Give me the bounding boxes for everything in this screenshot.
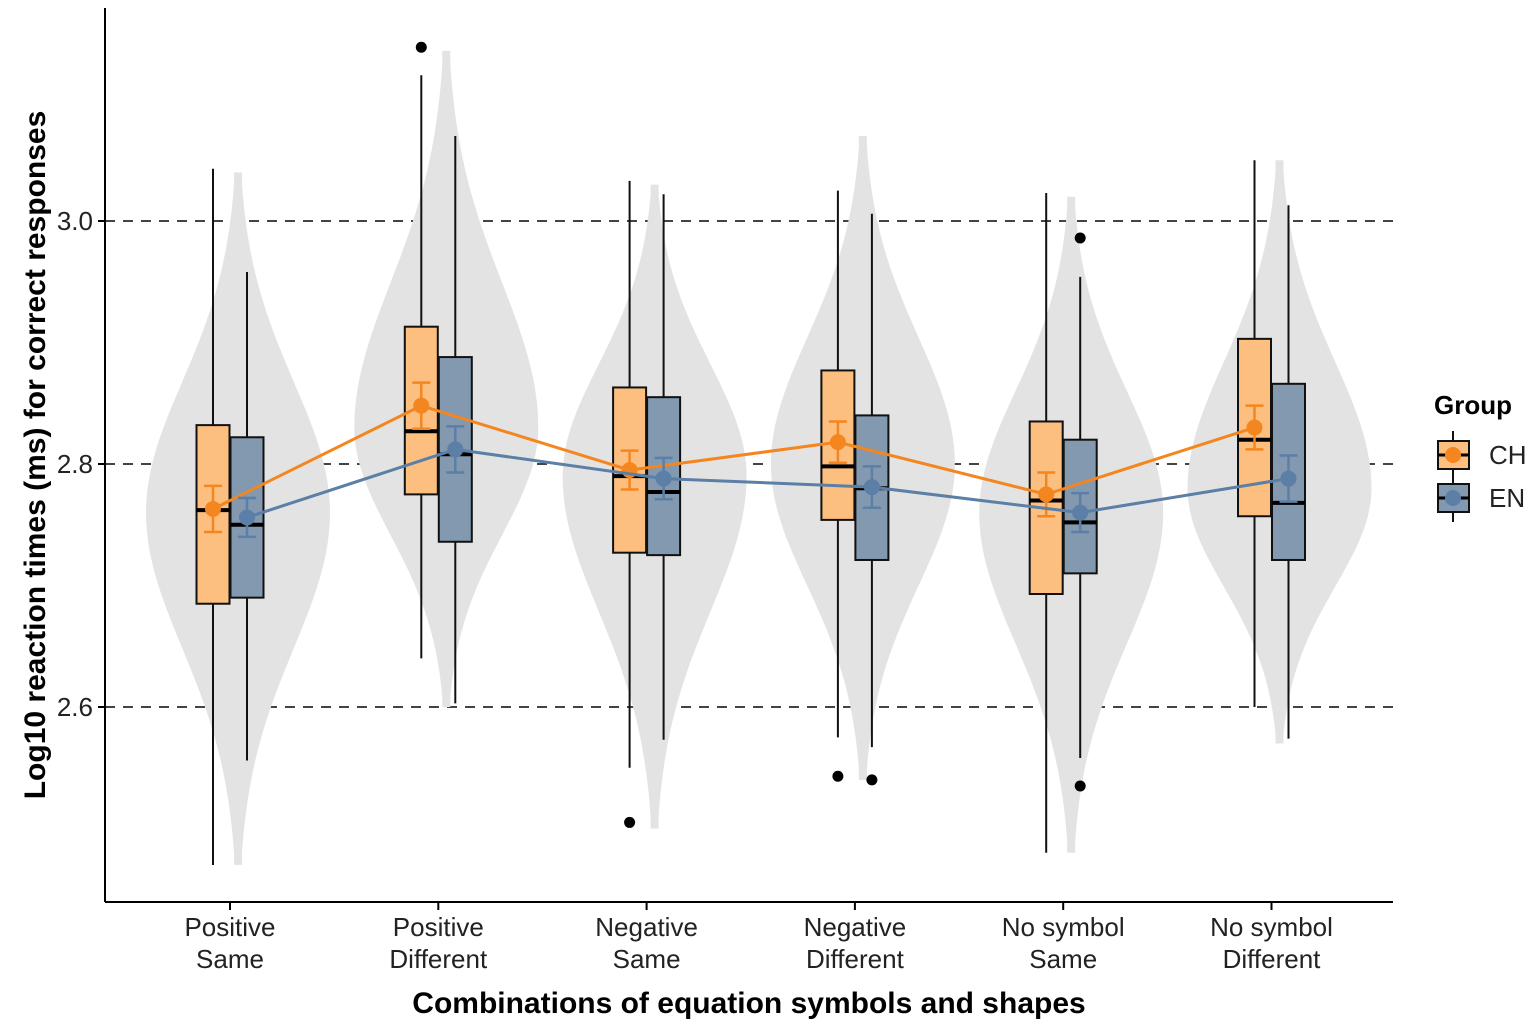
axes xyxy=(104,8,1393,903)
mean-line-EN xyxy=(246,447,1289,519)
x-tick-label-line2-3: Different xyxy=(806,944,905,974)
y-axis-title: Log10 reaction times (ms) for correct re… xyxy=(19,111,52,800)
box-CH-0 xyxy=(195,424,231,605)
outlier-EN-4-1 xyxy=(1074,780,1086,792)
legend-point-CH xyxy=(1445,447,1461,463)
violins xyxy=(146,50,1372,865)
mean-point-CH-4 xyxy=(1038,486,1055,503)
mean-point-EN-3 xyxy=(863,479,880,496)
outlier-CH-3-0 xyxy=(832,770,844,782)
mean-point-CH-1 xyxy=(413,397,430,414)
x-tick-label-line2-0: Same xyxy=(196,944,264,974)
x-tick-label-line1-4: No symbol xyxy=(1002,912,1125,942)
legend-label-EN: EN xyxy=(1489,483,1525,513)
outlier-EN-4-0 xyxy=(1074,232,1086,244)
x-tick-label-line2-2: Same xyxy=(613,944,681,974)
mean-point-EN-5 xyxy=(1280,470,1297,487)
x-tick-label-line1-5: No symbol xyxy=(1210,912,1333,942)
outlier-CH-1-0 xyxy=(415,41,427,53)
x-tick-label-line1-2: Negative xyxy=(595,912,698,942)
outlier-EN-3-0 xyxy=(866,774,878,786)
legend-title: Group xyxy=(1434,390,1512,420)
mean-point-EN-2 xyxy=(655,470,672,487)
x-tick-label-line1-3: Negative xyxy=(804,912,907,942)
legend: Group CH EN xyxy=(1434,390,1527,522)
mean-point-CH-0 xyxy=(205,500,221,517)
x-tick-label-line1-1: Positive xyxy=(393,912,484,942)
outlier-CH-2-0 xyxy=(624,816,636,828)
legend-label-CH: CH xyxy=(1489,440,1527,470)
mean-line-CH xyxy=(212,404,1255,511)
x-tick-label-line2-1: Different xyxy=(389,944,488,974)
axis-ticks: 2.62.83.0PositiveSamePositiveDifferentNe… xyxy=(57,206,1333,974)
y-tick-label-1: 2.8 xyxy=(57,449,93,479)
mean-point-EN-4 xyxy=(1072,504,1089,521)
mean-lines xyxy=(204,381,1298,539)
mean-point-CH-3 xyxy=(829,434,846,451)
mean-point-CH-5 xyxy=(1246,419,1263,436)
legend-point-EN xyxy=(1445,490,1461,506)
mean-point-EN-1 xyxy=(447,441,464,458)
x-tick-label-line1-0: Positive xyxy=(184,912,275,942)
y-tick-label-0: 2.6 xyxy=(57,692,93,722)
y-tick-label-2: 3.0 xyxy=(57,206,93,236)
mean-point-EN-0 xyxy=(239,509,255,526)
x-tick-label-line2-4: Same xyxy=(1029,944,1097,974)
x-tick-label-line2-5: Different xyxy=(1223,944,1322,974)
x-axis-title: Combinations of equation symbols and sha… xyxy=(412,987,1085,1020)
